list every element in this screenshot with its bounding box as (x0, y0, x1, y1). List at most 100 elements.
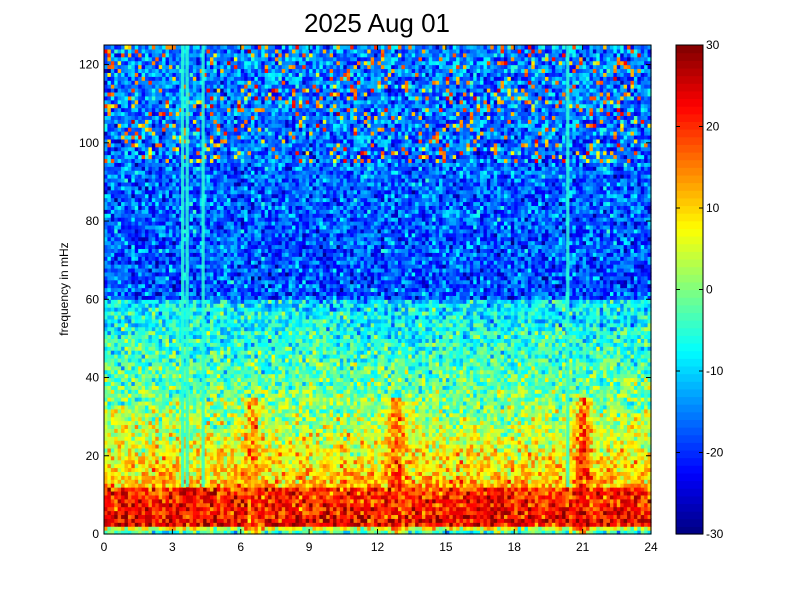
heatmap-cell (114, 510, 119, 516)
heatmap-cell (209, 307, 214, 312)
heatmap-cell (121, 318, 126, 324)
heatmap-cell (216, 131, 221, 136)
heatmap-cell (155, 174, 160, 179)
heatmap-cell (196, 350, 201, 355)
heatmap-cell (162, 291, 167, 296)
heatmap-cell (127, 178, 132, 183)
heatmap-cell (114, 397, 119, 402)
heatmap-cell (155, 432, 160, 437)
heatmap-cell (172, 404, 177, 410)
heatmap-cell (227, 471, 232, 476)
heatmap-cell (230, 338, 235, 343)
heatmap-cell (230, 111, 235, 117)
heatmap-cell (227, 361, 232, 367)
heatmap-cell (138, 330, 143, 336)
heatmap-cell (220, 514, 225, 519)
heatmap-cell (172, 72, 177, 77)
heatmap-cell (124, 490, 129, 496)
heatmap-cell (131, 307, 136, 312)
heatmap-cell (192, 181, 197, 187)
heatmap-cell (203, 115, 208, 120)
heatmap-cell (107, 111, 112, 117)
heatmap-cell (209, 189, 214, 195)
heatmap-cell (145, 213, 150, 218)
heatmap-cell (182, 451, 187, 457)
heatmap-cell (127, 338, 132, 343)
heatmap-cell (233, 314, 238, 320)
heatmap-cell (172, 95, 177, 101)
heatmap-cell (223, 209, 228, 214)
heatmap-cell (223, 346, 228, 351)
heatmap-cell (203, 142, 208, 148)
heatmap-cell (220, 350, 225, 355)
heatmap-cell (162, 189, 167, 195)
heatmap-cell (110, 119, 115, 124)
heatmap-cell (117, 119, 122, 124)
heatmap-cell (168, 256, 173, 261)
heatmap-cell (182, 447, 187, 453)
heatmap-cell (237, 299, 242, 304)
heatmap-cell (203, 408, 208, 414)
heatmap-cell (227, 463, 232, 469)
heatmap-cell (124, 119, 129, 124)
heatmap-cell (107, 479, 112, 484)
heatmap-cell (124, 56, 129, 62)
heatmap-cell (175, 99, 180, 105)
heatmap-cell (131, 479, 136, 484)
heatmap-cell (182, 107, 187, 113)
heatmap-cell (196, 252, 201, 257)
heatmap-cell (168, 178, 173, 183)
heatmap-cell (158, 115, 163, 120)
heatmap-cell (124, 502, 129, 508)
heatmap-cell (155, 283, 160, 289)
heatmap-cell (233, 444, 238, 449)
heatmap-cell (145, 526, 150, 531)
heatmap-cell (114, 162, 119, 167)
heatmap-cell (141, 119, 146, 124)
heatmap-cell (121, 264, 126, 269)
heatmap-cell (233, 467, 238, 473)
heatmap-cell (175, 408, 180, 414)
heatmap-cell (237, 287, 242, 293)
heatmap-cell (172, 252, 177, 257)
heatmap-cell (141, 455, 146, 461)
heatmap-cell (223, 260, 228, 265)
heatmap-cell (138, 197, 143, 203)
heatmap-cell (121, 428, 126, 433)
heatmap-cell (141, 498, 146, 504)
heatmap-cell (216, 158, 221, 163)
heatmap-cell (155, 185, 160, 191)
heatmap-cell (237, 134, 242, 140)
heatmap-cell (206, 420, 211, 426)
heatmap-cell (199, 490, 204, 496)
heatmap-cell (107, 318, 112, 324)
heatmap-cell (131, 361, 136, 367)
heatmap-cell (233, 52, 238, 58)
heatmap-cell (220, 115, 225, 120)
heatmap-cell (230, 193, 235, 199)
heatmap-cell (172, 393, 177, 398)
heatmap-cell (237, 432, 242, 437)
heatmap-cell (213, 103, 218, 109)
heatmap-cell (145, 88, 150, 93)
heatmap-cell (172, 181, 177, 187)
heatmap-cell (213, 483, 218, 488)
heatmap-cell (107, 432, 112, 437)
heatmap-cell (155, 127, 160, 132)
heatmap-cell (196, 91, 201, 97)
heatmap-cell (148, 138, 153, 144)
heatmap-cell (168, 518, 173, 523)
heatmap-cell (196, 134, 201, 140)
heatmap-cell (110, 373, 115, 379)
heatmap-cell (134, 444, 139, 449)
heatmap-cell (138, 232, 143, 238)
heatmap-cell (151, 518, 156, 523)
heatmap-cell (107, 279, 112, 285)
heatmap-cell (216, 197, 221, 203)
heatmap-cell (127, 131, 132, 136)
heatmap-cell (237, 95, 242, 101)
heatmap-cell (158, 264, 163, 269)
heatmap-cell (206, 48, 211, 54)
heatmap-cell (213, 385, 218, 390)
heatmap-cell (148, 369, 153, 375)
